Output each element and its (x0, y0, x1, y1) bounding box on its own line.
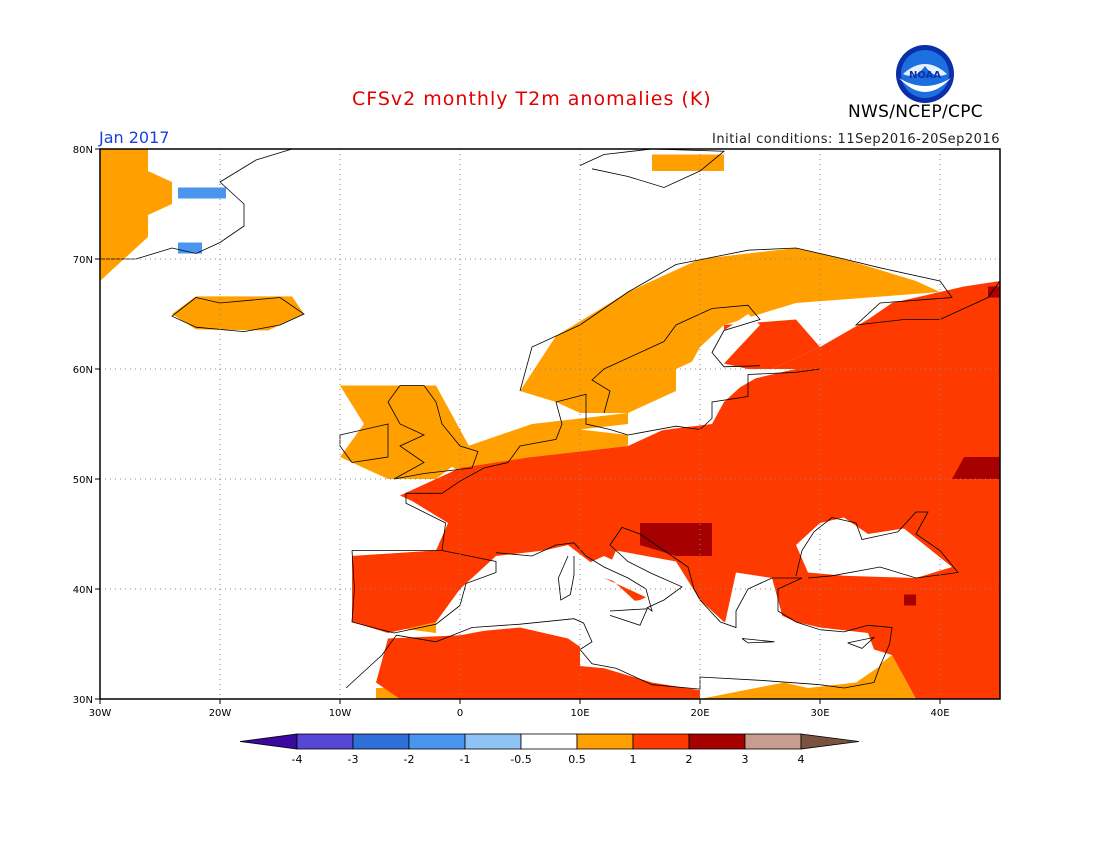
legend-label: -3 (348, 753, 359, 766)
anomaly-greenland-ne-cold (178, 187, 226, 199)
legend-label: 1 (630, 753, 637, 766)
lat-tick-label: 60N (73, 365, 93, 376)
lat-tick-label: 80N (73, 145, 93, 156)
lon-tick-label: 40E (930, 708, 949, 719)
coast-cyprus (847, 636, 876, 649)
noaa-logo-text: NOAA (909, 70, 941, 81)
anomaly-southern-russia (952, 457, 1000, 479)
legend-swatch (352, 733, 410, 750)
legend-label: -2 (404, 753, 415, 766)
coast-scandinavia (519, 247, 1000, 392)
lon-tick-label: 20W (209, 708, 232, 719)
legend-arrow-low (239, 733, 298, 750)
legend-label: -0.5 (510, 753, 531, 766)
legend-arrow-high (800, 733, 860, 750)
coast-iceland (171, 297, 305, 333)
coast-greenland (100, 149, 293, 260)
map-frame (99, 148, 1001, 700)
anomaly-north-africa (376, 622, 700, 699)
lon-tick-label: 30E (810, 708, 829, 719)
coast-black-sea (795, 511, 959, 579)
legend-label: 3 (742, 753, 749, 766)
legend-label: 4 (798, 753, 805, 766)
anomaly-continental-europe (352, 281, 1000, 699)
legend-swatch (744, 733, 802, 750)
legend-label: 0.5 (568, 753, 586, 766)
legend-label: -4 (292, 753, 303, 766)
legend-swatch (632, 733, 690, 750)
noaa-logo: NOAA (895, 44, 955, 104)
anomaly-scandinavia (520, 248, 940, 413)
legend-swatch (408, 733, 466, 750)
coast-svalbard (579, 149, 726, 188)
lon-tick-label: 10E (570, 708, 589, 719)
anomaly-russia-arctic (988, 286, 1000, 298)
lon-tick-label: 0 (457, 708, 463, 719)
coast-crete (741, 638, 775, 644)
agency-label: NWS/NCEP/CPC (848, 102, 983, 122)
map-title: CFSv2 monthly T2m anomalies (K) (352, 88, 712, 110)
lon-tick-label: 30W (89, 708, 112, 719)
anomaly-turkey-spot (904, 594, 916, 606)
legend-swatch (464, 733, 522, 750)
lat-tick-label: 30N (73, 695, 93, 706)
lat-tick-label: 70N (73, 255, 93, 266)
coast-britain (387, 385, 479, 480)
anomaly-british-isles (340, 385, 472, 479)
lon-tick-label: 10W (329, 708, 352, 719)
neutral-baltic-sea (580, 314, 796, 435)
legend-swatch (296, 733, 354, 750)
coast-gulf-bothnia (591, 304, 761, 414)
coast-sicily (609, 608, 648, 626)
coast-north (405, 368, 821, 551)
legend-swatch (688, 733, 746, 750)
initial-conditions: Initial conditions: 11Sep2016-20Sep2016 (712, 132, 1000, 147)
month-label: Jan 2017 (99, 128, 170, 147)
anomaly-svalbard (652, 154, 724, 171)
anomaly-egypt-coast (700, 655, 916, 699)
anomaly-greenland (100, 149, 172, 281)
legend-swatch (520, 733, 578, 750)
anomaly-iceland (172, 296, 304, 331)
lon-tick-label: 20E (690, 708, 709, 719)
neutral-mediterranean (436, 556, 880, 688)
lat-tick-label: 50N (73, 475, 93, 486)
legend-label: -1 (460, 753, 471, 766)
anomaly-layer (100, 149, 1000, 699)
coast-corsica-sardinia (557, 555, 575, 601)
anomaly-balkans (640, 523, 712, 556)
legend-swatch (576, 733, 634, 750)
neutral-black-sea (796, 517, 952, 578)
lat-tick-label: 40N (73, 585, 93, 596)
coast-iberia (351, 550, 497, 634)
legend-label: 2 (686, 753, 693, 766)
